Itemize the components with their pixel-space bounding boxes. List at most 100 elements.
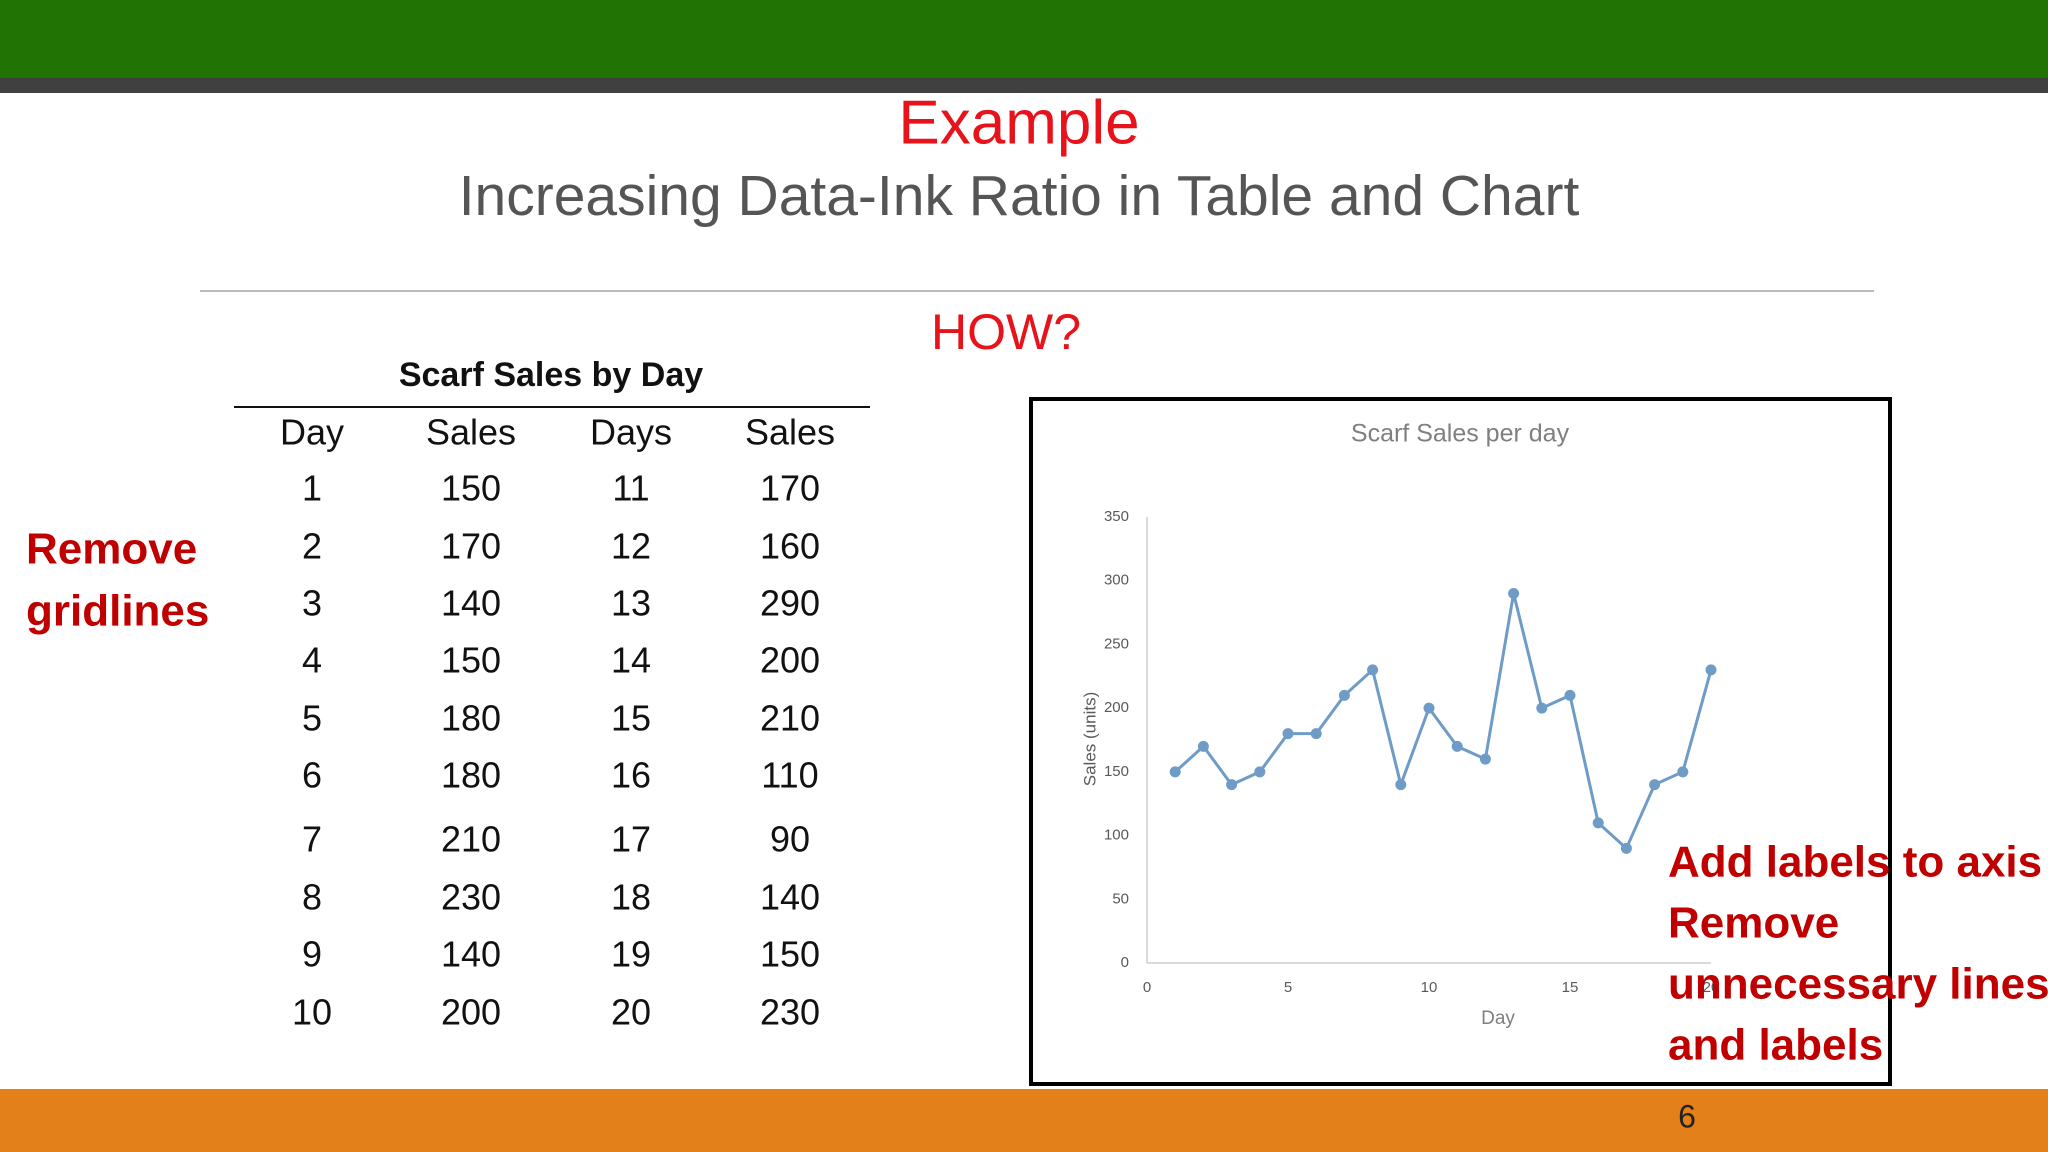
x-tick-label: 5	[1284, 979, 1292, 996]
table-cell: 19	[611, 934, 651, 975]
table-cell: 9	[302, 934, 322, 975]
column-header: Sales	[426, 412, 516, 453]
table-cell: 150	[441, 468, 501, 509]
table-cell: 180	[441, 755, 501, 796]
y-tick-label: 350	[1104, 508, 1129, 525]
sales-point	[1479, 753, 1491, 765]
top-band	[0, 0, 2048, 78]
sales-point	[1226, 779, 1238, 791]
table-cell: 6	[302, 755, 322, 796]
table-cell: 170	[441, 526, 501, 567]
table-cell: 3	[302, 583, 322, 624]
column-header: Day	[280, 412, 344, 453]
table-cell: 5	[302, 698, 322, 739]
sales-point	[1564, 689, 1576, 701]
table-cell: 140	[760, 877, 820, 918]
sales-point	[1677, 766, 1689, 778]
note-left: gridlines	[26, 587, 209, 636]
slide-title: Example	[898, 88, 1139, 157]
sales-point	[1705, 664, 1717, 676]
y-tick-label: 50	[1112, 890, 1129, 907]
sales-point	[1169, 766, 1181, 778]
note-right: and labels	[1668, 1021, 1883, 1070]
sales-point	[1197, 740, 1209, 752]
table-cell: 20	[611, 992, 651, 1033]
slide-subtitle: Increasing Data-Ink Ratio in Table and C…	[459, 164, 1580, 228]
table-cell: 8	[302, 877, 322, 918]
how-heading: HOW?	[931, 304, 1081, 360]
table-cell: 180	[441, 698, 501, 739]
y-tick-label: 150	[1104, 763, 1129, 780]
sales-point	[1310, 728, 1322, 740]
x-axis-label: Day	[1481, 1008, 1515, 1029]
table-cell: 150	[760, 934, 820, 975]
table-cell: 2	[302, 526, 322, 567]
table-cell: 12	[611, 526, 651, 567]
sales-point	[1620, 842, 1632, 854]
table-cell: 7	[302, 819, 322, 860]
table-cell: 14	[611, 640, 651, 681]
y-tick-label: 250	[1104, 635, 1129, 652]
bottom-band	[0, 1089, 2048, 1152]
top-strip	[0, 78, 2048, 93]
sales-point	[1508, 587, 1520, 599]
table-cell: 4	[302, 640, 322, 681]
table-cell: 200	[760, 640, 820, 681]
sales-point	[1395, 779, 1407, 791]
sales-point	[1367, 664, 1379, 676]
chart-title: Scarf Sales per day	[1351, 420, 1570, 448]
x-tick-label: 0	[1143, 979, 1151, 996]
table-cell: 150	[441, 640, 501, 681]
sales-point	[1451, 740, 1463, 752]
table-cell: 18	[611, 877, 651, 918]
table-cell: 290	[760, 583, 820, 624]
sales-point	[1536, 702, 1548, 714]
sales-point	[1649, 779, 1661, 791]
table-cell: 90	[770, 819, 810, 860]
table: Day Sales Days Sales 1 150 11 170 2 170 12 160 3 140 1…	[280, 412, 835, 1033]
sales-point	[1423, 702, 1435, 714]
table-cell: 230	[441, 877, 501, 918]
y-axis-label: Sales (units)	[1080, 692, 1099, 786]
table-cell: 17	[611, 819, 651, 860]
table-cell: 160	[760, 526, 820, 567]
table-cell: 10	[292, 992, 332, 1033]
y-tick-label: 200	[1104, 699, 1129, 716]
column-header: Sales	[745, 412, 835, 453]
table-cell: 230	[760, 992, 820, 1033]
table-title: Scarf Sales by Day	[399, 356, 703, 394]
x-tick-label: 10	[1421, 979, 1438, 996]
table-cell: 11	[612, 468, 649, 509]
y-tick-label: 100	[1104, 827, 1129, 844]
note-left: Remove	[26, 525, 197, 574]
table-cell: 210	[441, 819, 501, 860]
y-tick-label: 0	[1121, 954, 1129, 971]
y-tick-label: 300	[1104, 572, 1129, 589]
table-cell: 1	[302, 468, 322, 509]
table-cell: 140	[441, 583, 501, 624]
column-header: Days	[590, 412, 672, 453]
page-number: 6	[1678, 1098, 1696, 1134]
table-cell: 140	[441, 934, 501, 975]
notes: Remove gridlines Add labels to axis Remove u…	[26, 525, 2048, 1070]
plot: 0 50 100 150 200 250 300 350 0 5 10 15 20	[1104, 508, 1719, 996]
table-cell: 110	[761, 755, 818, 796]
table-cell: 16	[611, 755, 651, 796]
table-cell: 15	[611, 698, 651, 739]
x-tick-label: 20	[1703, 979, 1720, 996]
x-tick-label: 15	[1562, 979, 1579, 996]
sales-point	[1592, 817, 1604, 829]
table-cell: 13	[611, 583, 651, 624]
sales-line	[1174, 593, 1713, 851]
note-right: Remove	[1668, 899, 1839, 948]
table-cell: 210	[760, 698, 820, 739]
sales-point	[1282, 728, 1294, 740]
chart-frame	[1029, 397, 1892, 1086]
table-cell: 200	[441, 992, 501, 1033]
note-right: Add labels to axis	[1668, 838, 2042, 887]
table-cell: 170	[760, 468, 820, 509]
sales-point	[1338, 689, 1350, 701]
sales-point	[1254, 766, 1266, 778]
